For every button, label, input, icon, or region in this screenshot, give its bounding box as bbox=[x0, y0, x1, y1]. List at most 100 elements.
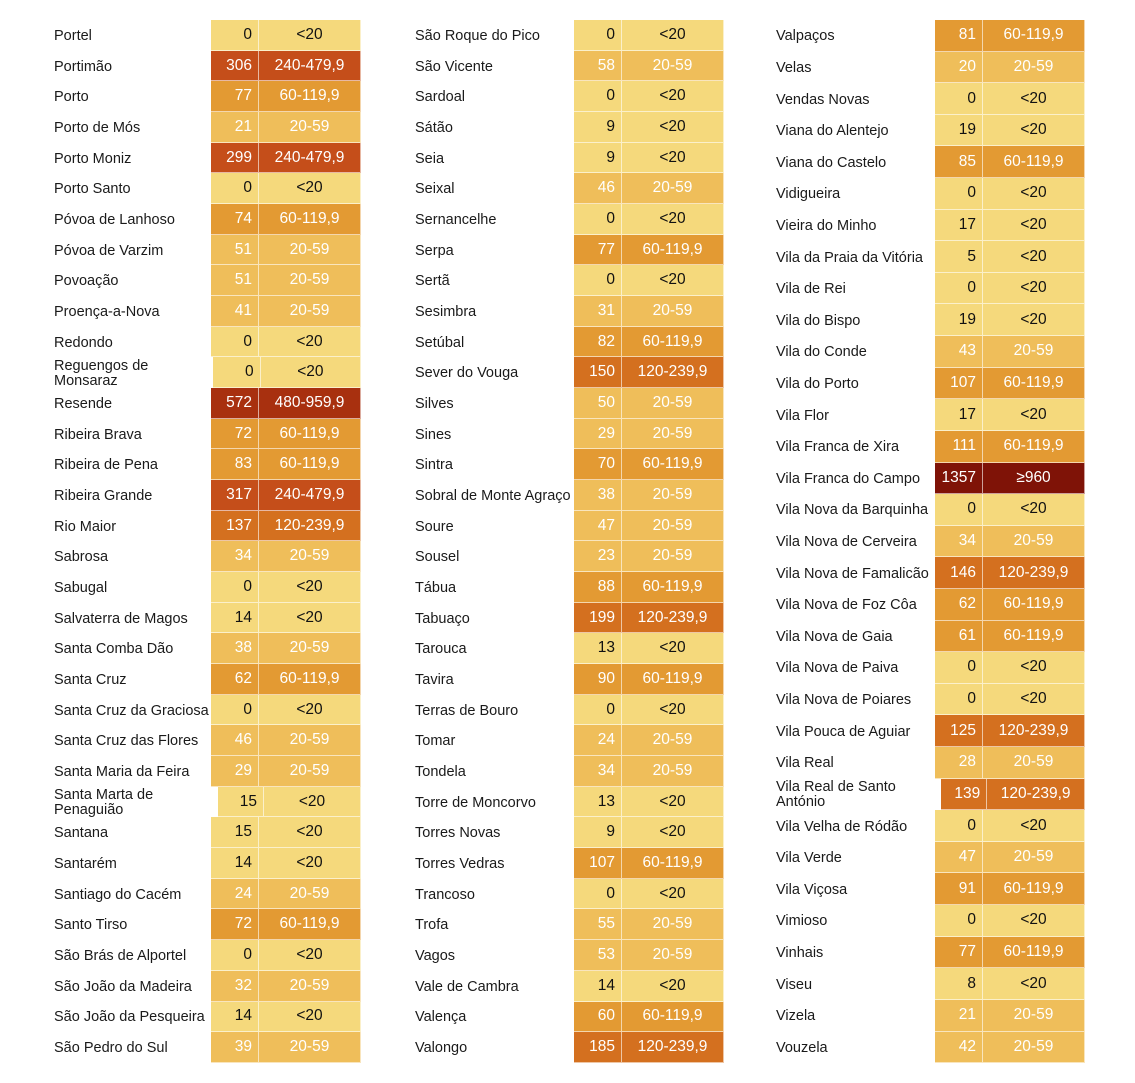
range-cell: 60-119,9 bbox=[983, 20, 1085, 52]
range-cell: 20-59 bbox=[983, 51, 1085, 84]
municipality-name: Viana do Castelo bbox=[776, 154, 887, 171]
municipality-name: Vila Nova de Gaia bbox=[776, 628, 893, 645]
range-cell: 240-479,9 bbox=[259, 50, 361, 82]
municipality-name: Santa Comba Dão bbox=[54, 641, 174, 658]
value-cell: 91 bbox=[935, 873, 983, 906]
range-cell: 60-119,9 bbox=[259, 81, 361, 113]
range-cell: 20-59 bbox=[622, 940, 724, 971]
municipality-name: Santa Cruz bbox=[54, 671, 127, 688]
range-cell: <20 bbox=[260, 357, 361, 389]
table-row: Vila Pouca de Aguiar 125 120-239,9 bbox=[776, 715, 1085, 748]
range-cell: 20-59 bbox=[983, 747, 1085, 779]
value-cell: 83 bbox=[211, 449, 259, 481]
municipality-name: Vila Real bbox=[776, 755, 834, 772]
municipality-name: Póvoa de Lanhoso bbox=[54, 211, 175, 228]
value-cell: 46 bbox=[574, 173, 622, 205]
municipality-name: Portel bbox=[54, 27, 92, 44]
municipality-name: Tábua bbox=[415, 579, 457, 596]
table-row: Santa Comba Dão 38 20-59 bbox=[54, 633, 361, 665]
municipality-name: Serpa bbox=[415, 242, 454, 259]
table-row: Valença 60 60-119,9 bbox=[415, 1001, 724, 1033]
range-cell: <20 bbox=[622, 633, 724, 665]
value-cell: 15 bbox=[218, 786, 264, 818]
range-cell: 20-59 bbox=[259, 112, 361, 143]
value-cell: 82 bbox=[574, 326, 622, 358]
table-row: Torres Vedras 107 60-119,9 bbox=[415, 848, 724, 879]
value-cell: 0 bbox=[935, 652, 983, 684]
range-cell: 20-59 bbox=[259, 970, 361, 1002]
table-row: Rio Maior 137 120-239,9 bbox=[54, 510, 361, 542]
range-cell: 60-119,9 bbox=[259, 418, 361, 450]
municipality-name: Torres Novas bbox=[415, 825, 501, 842]
table-row: Porto 77 60-119,9 bbox=[54, 81, 361, 113]
value-cell: 0 bbox=[574, 204, 622, 235]
value-cell: 199 bbox=[574, 602, 622, 634]
value-cell: 31 bbox=[574, 296, 622, 327]
value-cell: 0 bbox=[935, 494, 983, 526]
value-cell: 0 bbox=[213, 357, 261, 389]
table-row: Viana do Castelo 85 60-119,9 bbox=[776, 146, 1085, 179]
value-cell: 38 bbox=[211, 633, 259, 665]
table-row: Vila Nova de Paiva 0 <20 bbox=[776, 652, 1085, 684]
municipality-name: Silves bbox=[415, 395, 454, 412]
municipality-name: Torre de Moncorvo bbox=[415, 794, 536, 811]
range-cell: <20 bbox=[983, 968, 1085, 1000]
table-column-3: Valpaços 81 60-119,9 Velas 20 20-59 Vendas Nov… bbox=[776, 20, 1085, 1064]
value-cell: 60 bbox=[574, 1001, 622, 1033]
municipality-name: Santa Maria da Feira bbox=[54, 763, 190, 780]
municipality-name: Valongo bbox=[415, 1040, 468, 1056]
table-row: Sesimbra 31 20-59 bbox=[415, 296, 724, 327]
range-cell: 20-59 bbox=[259, 296, 361, 327]
value-cell: 70 bbox=[574, 449, 622, 481]
table-row: Vila da Praia da Vitória 5 <20 bbox=[776, 241, 1085, 273]
range-cell: <20 bbox=[983, 905, 1085, 937]
municipality-name: Salvaterra de Magos bbox=[54, 610, 188, 627]
range-cell: 20-59 bbox=[983, 336, 1085, 368]
table-row: Viseu 8 <20 bbox=[776, 968, 1085, 1000]
table-row: Torre de Moncorvo 13 <20 bbox=[415, 786, 724, 818]
municipality-name: Tondela bbox=[415, 763, 466, 780]
municipality-name: Vila Franca do Campo bbox=[776, 470, 921, 487]
value-cell: 55 bbox=[574, 909, 622, 941]
table-row: Sousel 23 20-59 bbox=[415, 541, 724, 573]
value-cell: 17 bbox=[935, 399, 983, 431]
value-cell: 0 bbox=[935, 178, 983, 210]
range-cell: 120-239,9 bbox=[987, 778, 1085, 811]
range-cell: <20 bbox=[622, 204, 724, 235]
table-row: Vendas Novas 0 <20 bbox=[776, 83, 1085, 115]
range-cell: <20 bbox=[622, 112, 724, 143]
municipality-name: Vidigueira bbox=[776, 186, 841, 203]
value-cell: 28 bbox=[935, 747, 983, 779]
municipality-name: Vila do Conde bbox=[776, 344, 867, 361]
table-row: Sines 29 20-59 bbox=[415, 418, 724, 450]
municipality-name: Reguengos de Monsaraz bbox=[54, 357, 149, 389]
value-cell: 14 bbox=[211, 1001, 259, 1033]
range-cell: <20 bbox=[259, 326, 361, 358]
range-cell: <20 bbox=[983, 178, 1085, 210]
range-cell: 60-119,9 bbox=[259, 204, 361, 235]
municipality-name: Vila do Porto bbox=[776, 376, 859, 392]
range-cell: 60-119,9 bbox=[622, 1001, 724, 1033]
municipality-name: São Brás de Alportel bbox=[54, 947, 187, 964]
table-row: Vagos 53 20-59 bbox=[415, 940, 724, 971]
value-cell: 47 bbox=[574, 510, 622, 542]
value-cell: 34 bbox=[574, 756, 622, 787]
range-cell: <20 bbox=[983, 83, 1085, 115]
value-cell: 9 bbox=[574, 817, 622, 849]
table-row: Sabugal 0 <20 bbox=[54, 572, 361, 603]
value-cell: 62 bbox=[935, 588, 983, 621]
table-row: Sabrosa 34 20-59 bbox=[54, 541, 361, 573]
value-cell: 5 bbox=[935, 241, 983, 273]
value-cell: 0 bbox=[574, 878, 622, 910]
table-row: Vila do Bispo 19 <20 bbox=[776, 304, 1085, 337]
value-cell: 572 bbox=[211, 388, 259, 419]
value-cell: 0 bbox=[211, 940, 259, 971]
table-row: São João da Pesqueira 14 <20 bbox=[54, 1001, 361, 1033]
table-row: Setúbal 82 60-119,9 bbox=[415, 326, 724, 358]
municipality-name: Torres Vedras bbox=[415, 855, 505, 872]
value-cell: 38 bbox=[574, 480, 622, 511]
table-row: Trofa 55 20-59 bbox=[415, 909, 724, 941]
table-row: Tarouca 13 <20 bbox=[415, 633, 724, 665]
municipality-name: Póvoa de Varzim bbox=[54, 242, 164, 259]
municipality-name: Vinhais bbox=[776, 944, 824, 961]
